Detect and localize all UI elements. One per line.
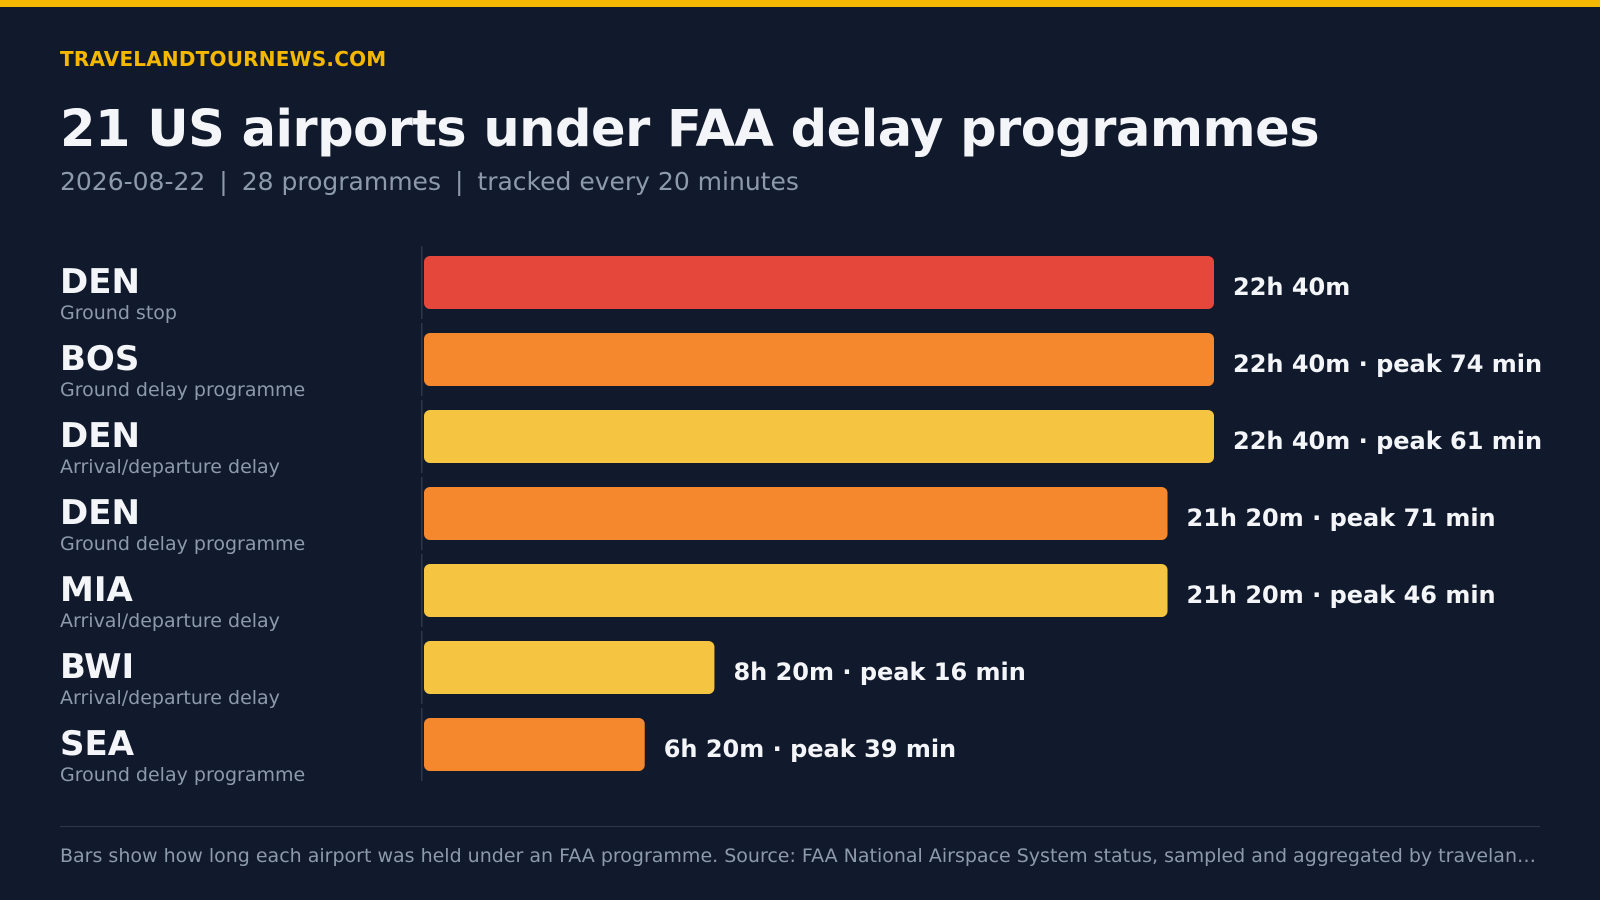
airport-code-label: BWI bbox=[60, 647, 134, 687]
programme-type-label: Ground stop bbox=[60, 302, 177, 324]
chart-subtitle: 2026-08-22 | 28 programmes | tracked every 2… bbox=[60, 167, 799, 196]
peak-value: · peak 46 min bbox=[1304, 581, 1496, 609]
duration-data-label: 8h 20m · peak 16 min bbox=[733, 658, 1025, 686]
duration-bar bbox=[424, 256, 1214, 309]
subtitle-tracked: tracked every 20 minutes bbox=[477, 167, 799, 196]
duration-data-label: 21h 20m · peak 46 min bbox=[1187, 581, 1496, 609]
programme-type-label: Arrival/departure delay bbox=[60, 610, 280, 632]
duration-bar bbox=[424, 718, 645, 771]
row-axis-tick bbox=[421, 400, 423, 473]
duration-data-label: 22h 40m · peak 61 min bbox=[1233, 427, 1542, 455]
peak-value: · peak 74 min bbox=[1350, 350, 1542, 378]
peak-value: · peak 71 min bbox=[1304, 504, 1496, 532]
brand-label: TRAVELANDTOURNEWS.COM bbox=[60, 47, 387, 71]
duration-value: 6h 20m bbox=[664, 735, 765, 763]
duration-data-label: 22h 40m · peak 74 min bbox=[1233, 350, 1542, 378]
row-axis-tick bbox=[421, 554, 423, 627]
chart-title: 21 US airports under FAA delay programme… bbox=[60, 100, 1320, 159]
duration-bar bbox=[424, 564, 1168, 617]
airport-code-label: DEN bbox=[60, 416, 140, 456]
row-axis-tick bbox=[421, 631, 423, 704]
footer-divider bbox=[60, 826, 1540, 827]
duration-data-label: 6h 20m · peak 39 min bbox=[664, 735, 956, 763]
chart-footnote: Bars show how long each airport was held… bbox=[60, 845, 1540, 867]
airport-code-label: DEN bbox=[60, 262, 140, 302]
duration-value: 8h 20m bbox=[733, 658, 834, 686]
airport-code-label: DEN bbox=[60, 493, 140, 533]
duration-value: 21h 20m bbox=[1187, 581, 1304, 609]
peak-value: · peak 39 min bbox=[764, 735, 956, 763]
duration-data-label: 21h 20m · peak 71 min bbox=[1187, 504, 1496, 532]
duration-bar bbox=[424, 487, 1168, 540]
programme-type-label: Arrival/departure delay bbox=[60, 456, 280, 478]
duration-value: 22h 40m bbox=[1233, 273, 1350, 301]
row-axis-tick bbox=[421, 708, 423, 781]
subtitle-date: 2026-08-22 bbox=[60, 167, 206, 196]
subtitle-separator: | bbox=[219, 167, 228, 196]
airport-code-label: MIA bbox=[60, 570, 133, 610]
duration-data-label: 22h 40m bbox=[1233, 273, 1350, 301]
duration-bar bbox=[424, 641, 715, 694]
peak-value: · peak 16 min bbox=[834, 658, 1026, 686]
airport-code-label: SEA bbox=[60, 724, 135, 764]
programme-type-label: Ground delay programme bbox=[60, 764, 305, 786]
duration-bar bbox=[424, 333, 1214, 386]
row-axis-tick bbox=[421, 246, 423, 319]
programme-type-label: Ground delay programme bbox=[60, 533, 305, 555]
programme-type-label: Ground delay programme bbox=[60, 379, 305, 401]
subtitle-programmes: 28 programmes bbox=[241, 167, 441, 196]
row-axis-tick bbox=[421, 323, 423, 396]
duration-bar bbox=[424, 410, 1214, 463]
airport-code-label: BOS bbox=[60, 339, 139, 379]
top-accent-bar bbox=[0, 0, 1600, 7]
duration-value: 22h 40m bbox=[1233, 350, 1350, 378]
duration-value: 22h 40m bbox=[1233, 427, 1350, 455]
peak-value: · peak 61 min bbox=[1350, 427, 1542, 455]
duration-value: 21h 20m bbox=[1187, 504, 1304, 532]
programme-type-label: Arrival/departure delay bbox=[60, 687, 280, 709]
row-axis-tick bbox=[421, 477, 423, 550]
subtitle-separator: | bbox=[454, 167, 464, 196]
